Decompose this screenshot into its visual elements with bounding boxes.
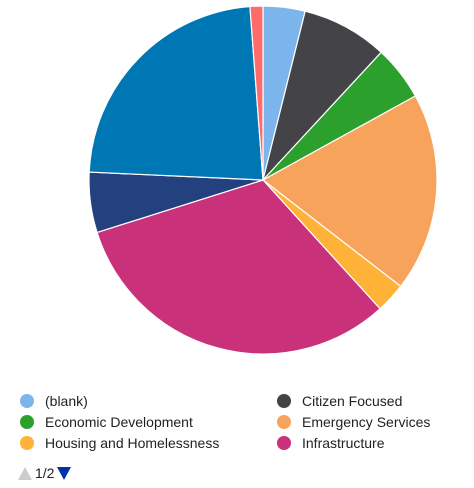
legend-label: Emergency Services — [302, 414, 431, 430]
legend-marker — [277, 415, 291, 429]
chart-legend: (blank) Citizen Focused Economic Developme… — [20, 392, 460, 452]
legend-marker — [20, 436, 34, 450]
legend-pager: 1/2 — [18, 465, 72, 481]
pie-slice-emergency-services[interactable] — [262, 95, 438, 287]
legend-item[interactable]: Housing and Homelessness — [20, 434, 277, 452]
pie-slice-8[interactable] — [249, 5, 264, 181]
legend-marker — [277, 436, 291, 450]
legend-label: Housing and Homelessness — [45, 435, 220, 451]
legend-item[interactable]: Citizen Focused — [277, 392, 460, 410]
legend-label: (blank) — [45, 393, 88, 409]
pie-slice-7[interactable] — [88, 5, 264, 181]
legend-item[interactable]: Emergency Services — [277, 413, 460, 431]
pager-prev-button[interactable] — [18, 466, 32, 480]
pie-slice-infrastructure[interactable] — [96, 179, 381, 355]
pager-next-button[interactable] — [57, 466, 72, 480]
legend-marker — [20, 394, 34, 408]
pie-chart — [88, 5, 438, 355]
pager-label: 1/2 — [35, 465, 55, 481]
legend-item[interactable]: (blank) — [20, 392, 277, 410]
legend-item[interactable]: Economic Development — [20, 413, 277, 431]
legend-label: Economic Development — [45, 414, 193, 430]
legend-label: Infrastructure — [302, 435, 385, 451]
legend-item[interactable]: Infrastructure — [277, 434, 460, 452]
legend-marker — [277, 394, 291, 408]
legend-label: Citizen Focused — [302, 393, 403, 409]
legend-marker — [20, 415, 34, 429]
